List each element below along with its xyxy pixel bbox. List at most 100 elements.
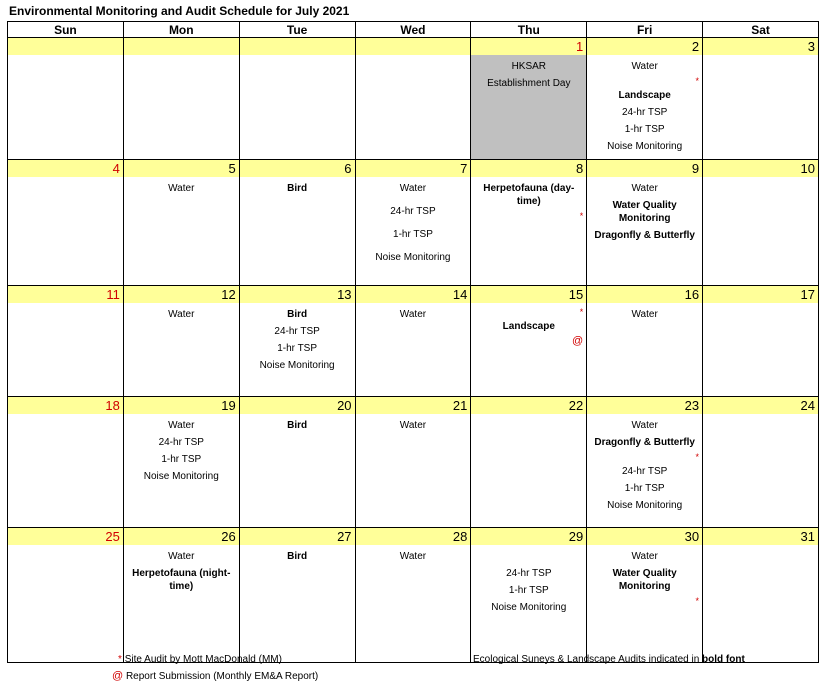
day-cell: 21 Water [354, 396, 472, 528]
day-header: Mon [122, 21, 240, 38]
day-cell: 3 [702, 37, 819, 160]
day-cell: 23 Water Dragonfly & Butterfly * 24-hr TSP 1-… [586, 396, 704, 528]
monitoring-item: Water [399, 420, 427, 431]
monitoring-item: 24-hr TSP [621, 466, 668, 477]
week-row: 1 HKSAR Establishment Day 2 Water * Landscape 2… [7, 37, 819, 160]
date-number: 29 [471, 528, 587, 545]
day-cell: 16 Water [586, 285, 704, 397]
survey-item: Landscape [502, 321, 555, 332]
monitoring-item: 1-hr TSP [508, 585, 549, 596]
monitoring-item: 1-hr TSP [624, 483, 665, 494]
cell-events: * Landscape @ [471, 303, 586, 396]
date-number: 10 [703, 160, 818, 177]
cell-events [703, 303, 818, 396]
survey-item: Bird [287, 551, 308, 562]
day-cell: 28 Water [354, 527, 472, 663]
survey-item: Herpetofauna (day-time) [483, 183, 575, 207]
monitoring-item: 1-hr TSP [624, 124, 665, 135]
date-number: 19 [123, 397, 239, 414]
date-number: 23 [587, 397, 703, 414]
date-number: 11 [8, 286, 123, 303]
monitoring-item: Water [168, 420, 195, 431]
date-number: 1 [471, 38, 587, 55]
date-number: 6 [239, 160, 355, 177]
cell-events: Water Water Quality Monitoring * [587, 545, 702, 645]
day-cell: 25 [7, 527, 124, 663]
date-number: 13 [239, 286, 355, 303]
date-number: 20 [239, 397, 355, 414]
date-number: 27 [239, 528, 355, 545]
cell-events [703, 414, 818, 527]
cell-events: Bird [240, 545, 355, 645]
monitoring-item: Water [399, 183, 427, 194]
day-cell: 18 [7, 396, 124, 528]
date-number: 16 [587, 286, 703, 303]
survey-item: Bird [287, 309, 308, 320]
day-cell: 5 Water [122, 159, 240, 286]
day-cell: 27 Bird [238, 527, 356, 663]
cell-events [240, 55, 355, 159]
survey-item: Dragonfly & Butterfly [594, 230, 695, 241]
day-cell: 13 Bird 24-hr TSP 1-hr TSP Noise Monitoring [238, 285, 356, 397]
cell-events: HKSAR Establishment Day [471, 55, 587, 159]
day-cell: 10 [702, 159, 819, 286]
day-cell: 30 Water Water Quality Monitoring * [586, 527, 704, 663]
day-cell: 12 Water [122, 285, 240, 397]
monitoring-item: Water [631, 309, 658, 320]
cell-events: Water [124, 177, 239, 285]
date-number [239, 38, 355, 55]
legend-audit: * Site Audit by Mott MacDonald (MM) [118, 654, 282, 665]
report-mark: @ [112, 670, 124, 682]
monitoring-item: Water [631, 183, 658, 194]
monitoring-item: 1-hr TSP [277, 343, 318, 354]
report-text: Report Submission (Monthly EM&A Report) [125, 671, 319, 682]
monitoring-item: HKSAR [511, 61, 547, 72]
date-number: 3 [703, 38, 818, 55]
date-number [355, 38, 471, 55]
cell-events: Water [124, 303, 239, 396]
date-number: 25 [8, 528, 123, 545]
cell-events [703, 55, 818, 159]
monitoring-item: Noise Monitoring [375, 252, 451, 263]
cell-events: Water [356, 303, 471, 396]
cell-events [356, 55, 471, 159]
monitoring-item: Water [399, 551, 427, 562]
survey-item: Water Quality Monitoring [612, 200, 677, 224]
day-cell: 20 Bird [238, 396, 356, 528]
monitoring-item: Water [168, 183, 195, 194]
monitoring-item: 24-hr TSP [506, 568, 552, 579]
audit-mark: * [695, 76, 700, 86]
monitoring-item: Water [631, 420, 658, 431]
day-cell: 7 Water 24-hr TSP 1-hr TSP Noise Monitoring [354, 159, 472, 286]
cell-events [8, 545, 123, 645]
day-cell: 19 Water 24-hr TSP 1-hr TSP Noise Monitoring [122, 396, 240, 528]
day-header: Fri [586, 21, 704, 38]
monitoring-item: Noise Monitoring [607, 500, 683, 511]
audit-mark: * [695, 452, 700, 462]
monitoring-item: Water [168, 309, 195, 320]
cell-events: Water [356, 414, 471, 527]
cell-events: Bird [240, 414, 355, 527]
date-number: 24 [703, 397, 818, 414]
audit-text: Site Audit by Mott MacDonald (MM) [124, 654, 282, 665]
monitoring-item: 1-hr TSP [393, 229, 433, 240]
date-number [8, 38, 123, 55]
day-cell: 31 [702, 527, 819, 663]
cell-events: Bird 24-hr TSP 1-hr TSP Noise Monitoring [240, 303, 355, 396]
monitoring-item: 1-hr TSP [161, 454, 202, 465]
legend-bold-note: Ecological Suneys & Landscape Audits ind… [473, 654, 745, 665]
week-row: 18 19 Water 24-hr TSP 1-hr TSP Noise Monitori… [7, 396, 819, 528]
day-cell: 1 HKSAR Establishment Day [470, 37, 588, 160]
day-cell [122, 37, 240, 160]
week-row: 4 5 Water 6 Bird 7 Water 24-hr TSP 1-hr TSP Noise… [7, 159, 819, 286]
date-number: 9 [587, 160, 703, 177]
cell-events [471, 414, 586, 527]
monitoring-item: Water [631, 61, 658, 72]
audit-mark: * [118, 654, 122, 665]
cell-events: Water Water Quality Monitoring Dragonfly &… [587, 177, 702, 285]
day-cell: 8 Herpetofauna (day-time) * [470, 159, 588, 286]
date-number: 26 [123, 528, 239, 545]
date-number: 17 [703, 286, 818, 303]
monitoring-item: Water [168, 551, 195, 562]
monitoring-item: 24-hr TSP [274, 326, 320, 337]
